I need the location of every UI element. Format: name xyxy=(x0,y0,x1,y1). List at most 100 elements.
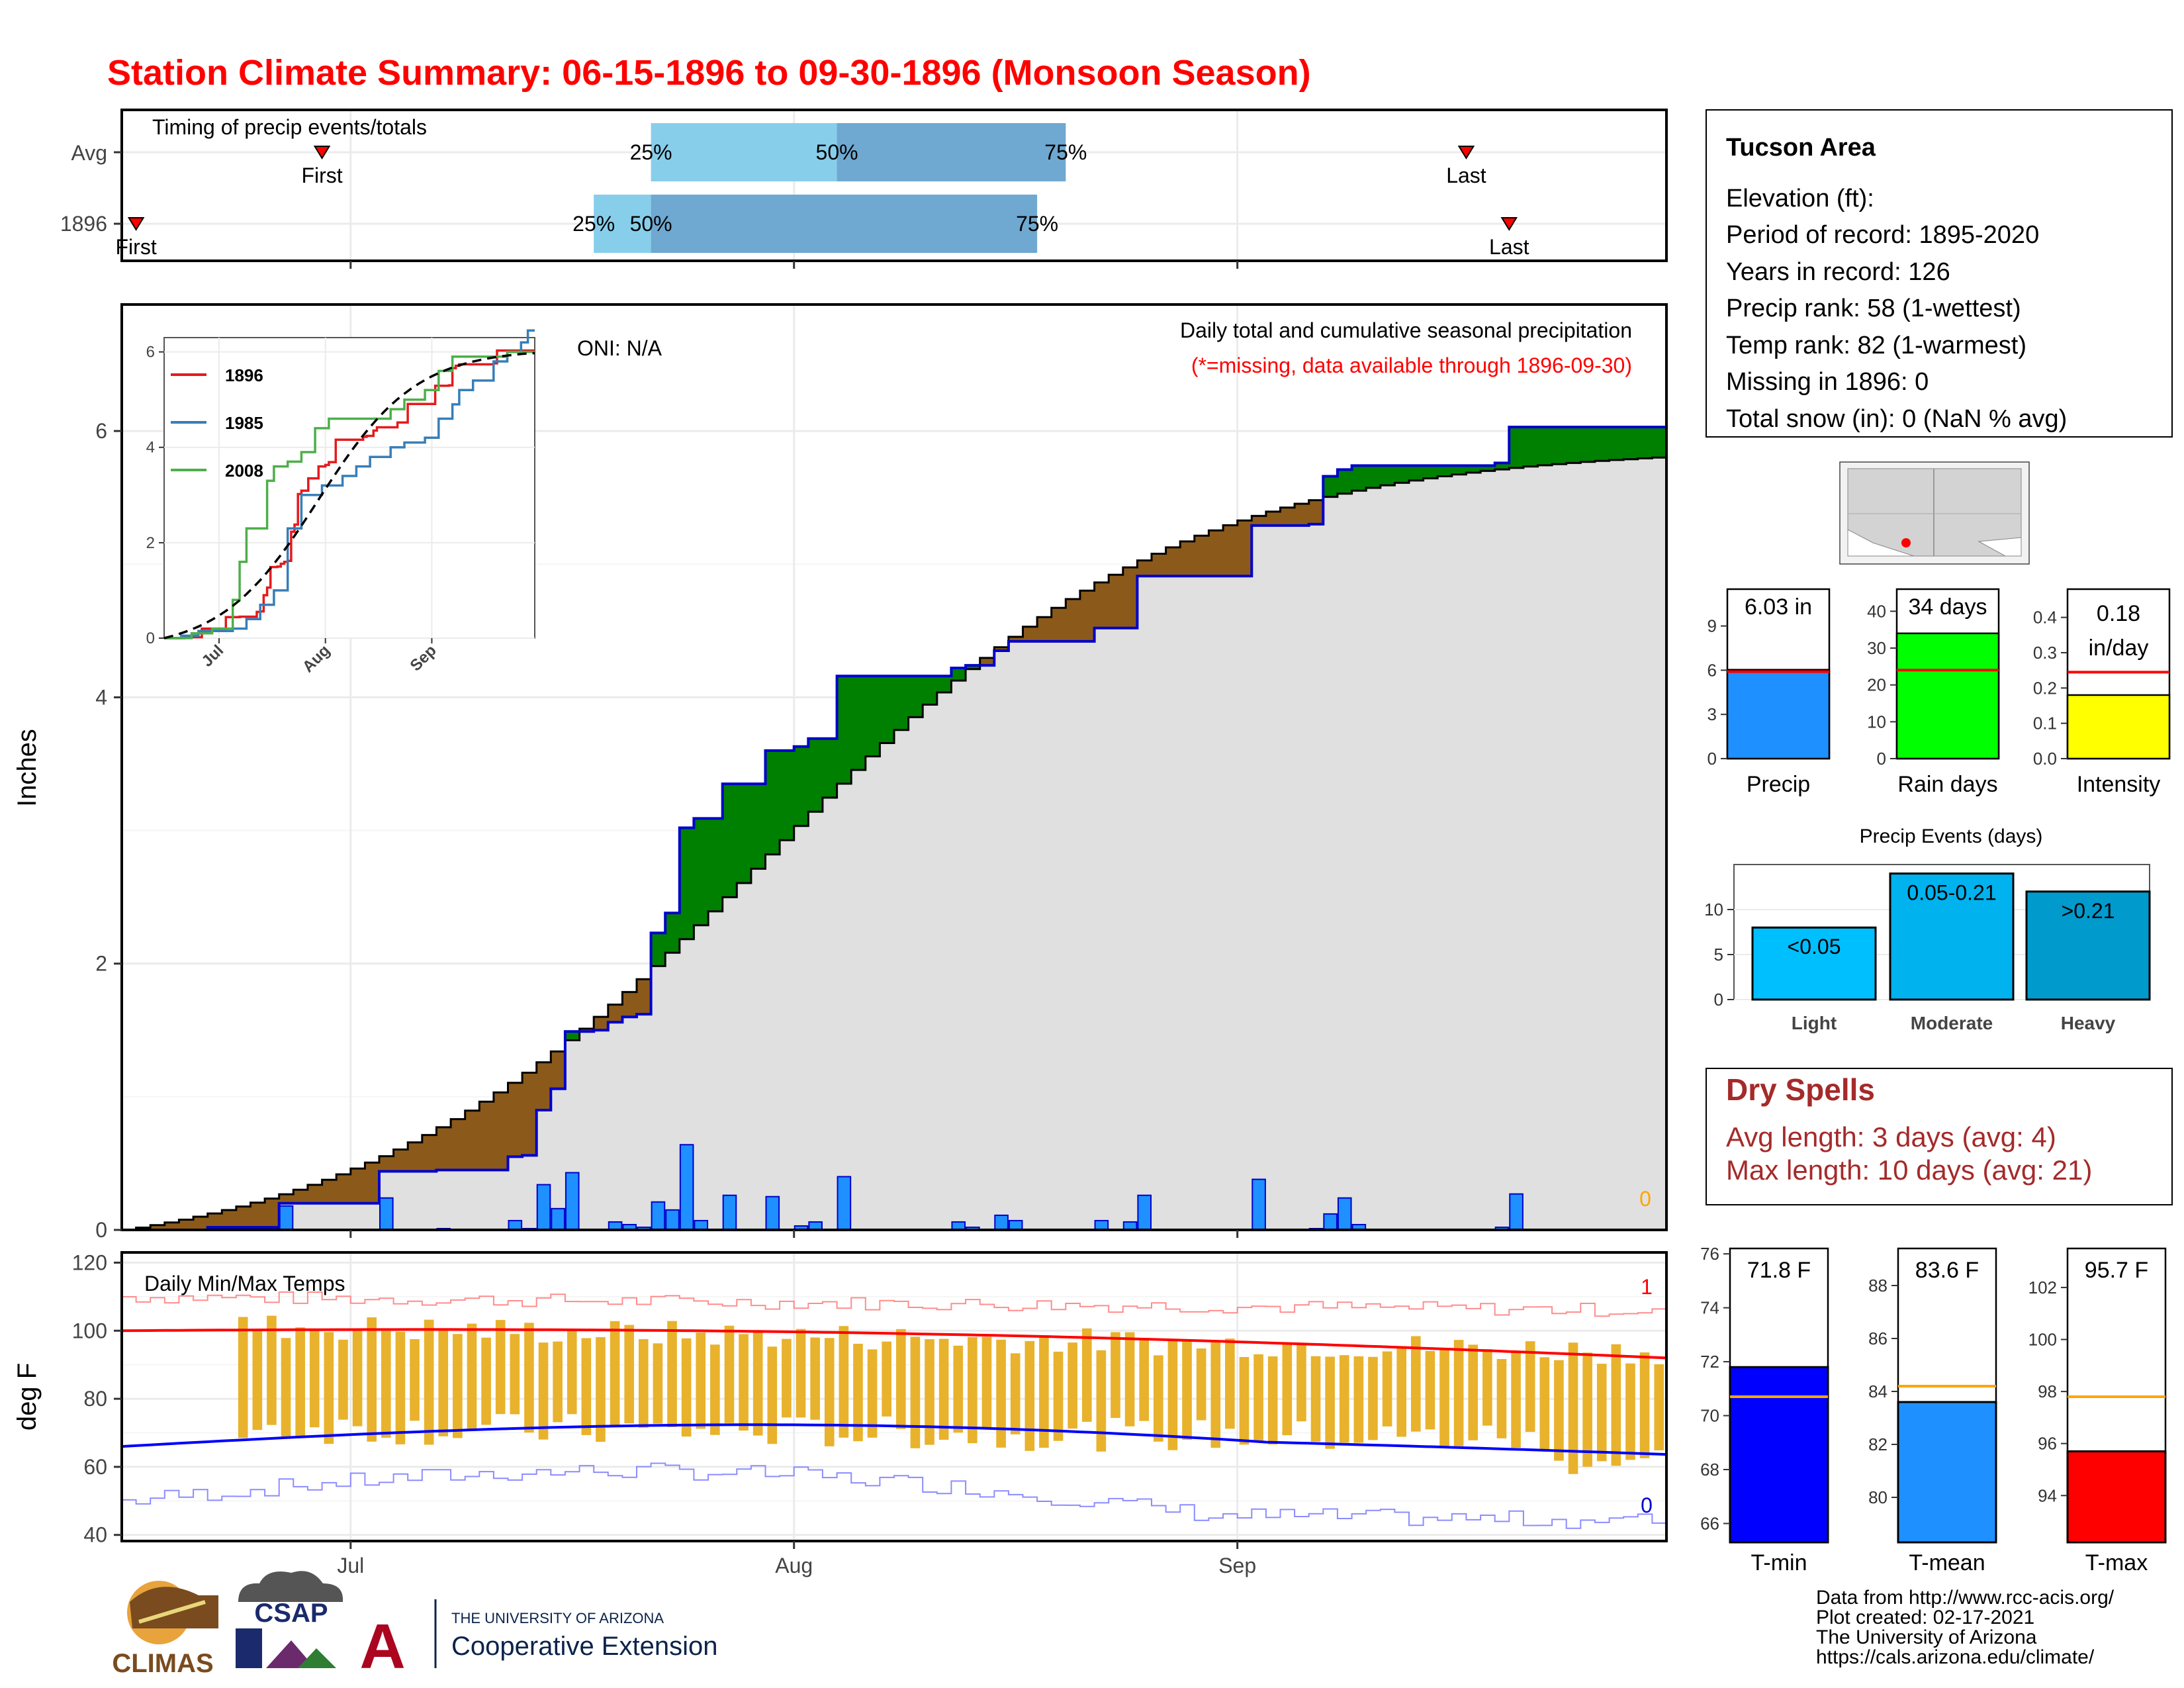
timing-first-marker xyxy=(127,217,145,231)
precip-y-tick-label: 2 xyxy=(95,952,107,976)
daily-temp-range-bar xyxy=(981,1336,992,1429)
surplus-area xyxy=(1337,469,1353,494)
station-name: Tucson Area xyxy=(1726,134,1876,162)
deficit-area xyxy=(1109,575,1124,628)
daily-temp-range-bar xyxy=(1139,1340,1149,1421)
observed-cumulative-line xyxy=(122,426,1666,1231)
summary-bar-tick-label: 0 xyxy=(1877,749,1886,769)
precip-areas xyxy=(122,426,1667,1231)
daily-temp-range-bar xyxy=(1096,1350,1107,1452)
temp-bar-name: T-mean xyxy=(1909,1550,1985,1575)
timing-q50-label: 50% xyxy=(816,140,858,164)
events-bar-label: >0.21 xyxy=(2062,899,2115,923)
daily-temp-range-bar xyxy=(910,1336,921,1448)
daily-temp-range-bar xyxy=(1368,1356,1378,1440)
temp-bar-value xyxy=(1729,1366,1829,1544)
summary-bars: 6.03 in 0 3 6 9 Precip 34 days 0 10 20 30 40 Rain da… xyxy=(1707,588,2171,797)
temp-series xyxy=(121,1291,1667,1529)
daily-temp-range-bar xyxy=(581,1338,592,1435)
avg-cumulative-line xyxy=(122,456,1666,1231)
daily-temp-range-bar xyxy=(1639,1352,1650,1458)
surplus-area xyxy=(1437,465,1453,477)
summary-bar-tick-label: 40 xyxy=(1867,601,1886,621)
deficit-area xyxy=(979,657,995,666)
credits: Data from http://www.rcc-acis.org/ Plot … xyxy=(1816,1587,2115,1668)
summary-bar-name: Rain days xyxy=(1897,772,1997,797)
timing-bar-q50-q75 xyxy=(651,195,1038,253)
surplus-area xyxy=(966,665,981,669)
inset-legend-1985: 1985 xyxy=(225,413,263,433)
daily-temp-range-bar xyxy=(639,1339,649,1428)
daily-temp-range-bar xyxy=(1539,1357,1550,1452)
daily-temp-range-bar xyxy=(1239,1356,1250,1445)
temp-y-axis: 40 60 80 100 120 xyxy=(72,1250,122,1547)
precip-events-chart: Precip Events (days) 0 5 10 <0.05 Light 0.05-… xyxy=(1704,825,2151,1033)
surplus-area xyxy=(1537,427,1553,465)
record-min-line xyxy=(122,1462,1666,1529)
daily-temp-range-bar xyxy=(767,1346,778,1444)
daily-temp-range-bar xyxy=(752,1332,763,1436)
summary-bar-tick-label: 30 xyxy=(1867,638,1886,658)
deficit-area xyxy=(179,1219,194,1230)
page-title: Station Climate Summary: 06-15-1896 to 0… xyxy=(107,53,1311,93)
daily-precip-bar xyxy=(694,1219,709,1231)
summary-bar-tick-label: 10 xyxy=(1867,712,1886,731)
precip-events-title: Precip Events (days) xyxy=(1860,825,2043,847)
summary-bar-tick-label: 0.2 xyxy=(2033,678,2057,698)
daily-temp-range-bar xyxy=(1339,1355,1349,1443)
deficit-area xyxy=(1308,500,1324,524)
temp-bar-label: 83.6 F xyxy=(1915,1258,1979,1283)
daily-temp-range-bar xyxy=(1081,1328,1092,1422)
temp-y-tick-label: 60 xyxy=(83,1455,107,1479)
deficit-area xyxy=(293,1190,308,1203)
timing-first-marker xyxy=(313,146,331,160)
timing-bars xyxy=(594,123,1066,253)
deficit-area xyxy=(236,1206,251,1227)
csap-logo-text: CSAP xyxy=(254,1599,328,1628)
deficit-area xyxy=(379,1156,394,1172)
surplus-area xyxy=(694,818,709,925)
precip-panel-subtitle: (*=missing, data available through 1896-… xyxy=(1191,353,1632,377)
deficit-area xyxy=(1208,530,1224,577)
daily-precip-bar xyxy=(651,1201,666,1231)
deficit-area xyxy=(465,1110,480,1170)
summary-bar-value xyxy=(1895,632,2000,760)
surplus-area xyxy=(708,818,723,912)
surplus-area xyxy=(1409,465,1424,481)
precip-panel: 0 2 4 6 Inches ONI: N/A Daily total and cum… xyxy=(13,303,1668,1242)
dry-spells-avg: Avg length: 3 days (avg: 4) xyxy=(1726,1121,2056,1152)
avg-max-temp-line xyxy=(121,1328,1667,1360)
temp-bar-tick-label: 70 xyxy=(1700,1406,1719,1426)
daily-temp-range-bar xyxy=(1253,1354,1263,1442)
inset-y-tick-label: 4 xyxy=(146,439,155,457)
daily-temp-range-bar xyxy=(510,1334,520,1415)
daily-temp-range-bar xyxy=(882,1341,891,1417)
deficit-area xyxy=(1165,547,1181,577)
temp-bar-tick-label: 66 xyxy=(1700,1513,1719,1533)
locator-map xyxy=(1839,461,2030,565)
deficit-area xyxy=(1137,560,1152,577)
daily-temp-range-bar xyxy=(524,1323,534,1433)
deficit-area xyxy=(1223,525,1238,577)
missing-count: 0 xyxy=(1639,1187,1651,1211)
deficit-area xyxy=(1008,636,1024,641)
daily-temp-range-bar xyxy=(1654,1364,1664,1450)
inset-legend: 1896 1985 2008 xyxy=(171,365,263,481)
temp-x-axis: Jul Aug Sep xyxy=(337,1541,1256,1577)
daily-precip-bar xyxy=(1008,1219,1023,1231)
daily-temp-range-bar xyxy=(896,1329,906,1429)
deficit-area xyxy=(1094,582,1109,628)
daily-temp-range-bar xyxy=(281,1338,291,1439)
daily-temp-range-bar xyxy=(853,1343,863,1442)
surplus-area xyxy=(1394,465,1410,483)
temp-bar-tick-label: 98 xyxy=(2038,1382,2057,1401)
daily-temp-range-bar xyxy=(1554,1360,1564,1461)
summary-bar-value xyxy=(2066,694,2171,760)
deficit-area xyxy=(1051,608,1066,641)
dry-spells-title: Dry Spells xyxy=(1726,1072,1875,1107)
avg-cumulative-area xyxy=(122,457,1666,1230)
summary-bar-tick-label: 9 xyxy=(1707,616,1717,636)
surplus-area xyxy=(780,750,795,841)
temp-bar-tick-label: 80 xyxy=(1868,1487,1888,1507)
surplus-area xyxy=(1480,465,1496,471)
